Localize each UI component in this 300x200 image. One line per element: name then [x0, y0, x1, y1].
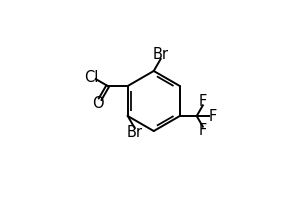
Text: F: F: [208, 109, 217, 124]
Text: F: F: [199, 94, 207, 109]
Text: Br: Br: [127, 125, 143, 140]
Text: O: O: [92, 96, 104, 111]
Text: Cl: Cl: [84, 70, 98, 85]
Text: Br: Br: [153, 47, 169, 62]
Text: F: F: [199, 123, 207, 138]
